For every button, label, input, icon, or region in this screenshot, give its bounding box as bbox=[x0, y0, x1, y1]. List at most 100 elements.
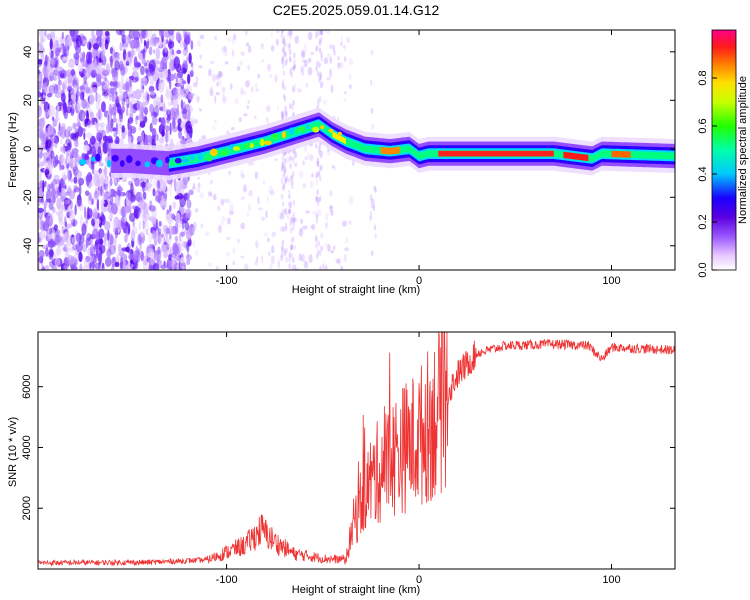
spectrogram-noise-cell bbox=[125, 35, 129, 43]
spectrogram-noise-cell bbox=[280, 177, 283, 184]
spectrogram-noise-cell bbox=[111, 203, 118, 215]
spectrogram-noise-cell bbox=[81, 61, 87, 68]
spectrogram-noise-cell bbox=[156, 247, 162, 261]
spectrogram-ridge-blob bbox=[320, 125, 325, 130]
spectrogram-noise-cell bbox=[178, 204, 184, 218]
spectrogram-noise-cell bbox=[281, 30, 285, 34]
spectrogram-x-tick-label: 100 bbox=[602, 275, 620, 287]
spectrogram-noise-cell bbox=[46, 139, 52, 149]
spectrogram-noise-cell bbox=[221, 47, 224, 53]
spectrogram-noise-cell bbox=[42, 179, 45, 193]
spectrogram-noise-cell bbox=[240, 170, 244, 177]
spectrogram-noise-cell bbox=[38, 212, 41, 219]
spectrogram-noise-cell bbox=[78, 183, 82, 197]
spectrogram-noise-cell bbox=[192, 221, 197, 231]
spectrogram-noise-cell bbox=[116, 52, 123, 62]
spectrogram-ridge-blob bbox=[111, 154, 119, 162]
spectrogram-noise-cell bbox=[90, 159, 95, 171]
spectrogram-noise-cell bbox=[292, 83, 297, 92]
spectrogram-noise-cell bbox=[45, 54, 48, 68]
spectrogram-noise-cell bbox=[348, 58, 354, 66]
spectrogram-noise-cell bbox=[140, 131, 145, 143]
spectrogram-noise-cell bbox=[49, 260, 55, 268]
spectrogram-noise-cell bbox=[305, 82, 308, 88]
spectrogram-noise-cell bbox=[190, 70, 194, 78]
spectrogram-noise-cell bbox=[148, 85, 155, 93]
spectrogram-noise-cell bbox=[195, 208, 199, 213]
spectrogram-noise-cell bbox=[293, 52, 296, 59]
spectrogram-noise-cell bbox=[232, 260, 235, 266]
spectrogram-noise-cell bbox=[142, 92, 146, 102]
spectrogram-noise-cell bbox=[75, 44, 82, 55]
spectrogram-noise-cell bbox=[65, 78, 68, 84]
spectrogram-noise-cell bbox=[198, 40, 201, 48]
spectrogram-noise-cell bbox=[118, 251, 124, 257]
spectrogram-noise-cell bbox=[268, 185, 274, 194]
spectrogram-noise-cell bbox=[345, 237, 349, 244]
spectrogram-noise-cell bbox=[197, 187, 200, 193]
spectrogram-noise-cell bbox=[270, 255, 275, 265]
spectrogram-noise-cell bbox=[282, 47, 285, 54]
spectrogram-noise-cell bbox=[282, 62, 285, 69]
spectrogram-noise-cell bbox=[173, 263, 177, 270]
spectrogram-noise-cell bbox=[247, 203, 252, 212]
spectrogram-x-ticks: -100 0 100 bbox=[216, 30, 621, 287]
spectrogram-noise-cell bbox=[39, 43, 44, 56]
spectrogram-noise-cell bbox=[66, 163, 70, 169]
spectrogram-noise-cell bbox=[121, 74, 124, 88]
spectrogram-noise-cell bbox=[104, 175, 109, 181]
spectrogram-noise-cell bbox=[289, 56, 292, 63]
spectrogram-noise-cell bbox=[58, 183, 62, 194]
spectrogram-noise-cell bbox=[283, 95, 287, 102]
spectrogram-noise-cell bbox=[94, 218, 101, 225]
spectrogram-noise-cell bbox=[190, 117, 196, 127]
spectrogram-noise-cell bbox=[285, 110, 288, 117]
spectrogram-noise-cell bbox=[121, 106, 126, 113]
spectrogram-noise-cell bbox=[274, 157, 278, 162]
spectrogram-noise-cell bbox=[316, 60, 319, 67]
spectrogram-noise-cell bbox=[316, 157, 320, 164]
spectrogram-noise-cell bbox=[100, 177, 105, 187]
spectrogram-noise-cell bbox=[293, 162, 298, 168]
spectrogram-noise-cell bbox=[107, 229, 110, 241]
spectrogram-noise-cell bbox=[281, 112, 285, 119]
spectrogram-noise-cell bbox=[172, 201, 177, 209]
spectrogram-noise-cell bbox=[120, 256, 124, 270]
spectrogram-noise-cell bbox=[99, 125, 105, 133]
spectrogram-noise-cell bbox=[186, 241, 190, 253]
spectrogram-noise-cell bbox=[217, 205, 221, 212]
spectrogram-noise-cell bbox=[285, 225, 288, 232]
spectrogram-noise-cell bbox=[53, 83, 59, 94]
spectrogram-noise-cell bbox=[92, 228, 100, 239]
spectrogram-noise-cell bbox=[326, 149, 331, 156]
spectrogram-noise-cell bbox=[154, 96, 161, 103]
spectrogram-noise-cell bbox=[227, 37, 231, 42]
spectrogram-noise-cell bbox=[292, 212, 296, 220]
spectrogram-ridge-blob bbox=[232, 146, 241, 151]
spectrogram-noise-cell bbox=[255, 240, 259, 249]
spectrogram-noise-cell bbox=[147, 182, 150, 187]
spectrogram-noise-cell bbox=[90, 252, 94, 264]
spectrogram-noise-cell bbox=[172, 86, 179, 100]
spectrogram-x-tick-label: -100 bbox=[216, 275, 238, 287]
spectrogram-noise-cell bbox=[304, 156, 309, 161]
spectrogram-ridge-blob bbox=[264, 140, 272, 146]
spectrogram-noise-cell bbox=[96, 179, 101, 192]
spectrogram-noise-cell bbox=[133, 39, 140, 49]
spectrogram-noise-cell bbox=[316, 189, 319, 196]
spectrogram-noise-cell bbox=[76, 199, 83, 208]
spectrogram-noise-cell bbox=[302, 183, 306, 189]
spectrogram-noise-cell bbox=[121, 97, 126, 107]
spectrogram-noise-cell bbox=[101, 49, 105, 61]
spectrogram-noise-cell bbox=[270, 32, 273, 38]
spectrogram-noise-cell bbox=[290, 67, 294, 71]
spectrogram-noise-cell bbox=[40, 139, 45, 151]
spectrogram-y-tick-label: 0 bbox=[22, 146, 34, 152]
spectrogram-noise-cell bbox=[238, 117, 242, 123]
spectrogram-noise-cell bbox=[248, 190, 253, 197]
spectrogram-noise-cell bbox=[109, 47, 114, 55]
spectrogram-noise-cell bbox=[289, 102, 292, 109]
spectrogram-noise-cell bbox=[104, 30, 110, 37]
spectrogram-noise-cell bbox=[39, 170, 42, 183]
spectrogram-noise-cell bbox=[140, 250, 144, 262]
